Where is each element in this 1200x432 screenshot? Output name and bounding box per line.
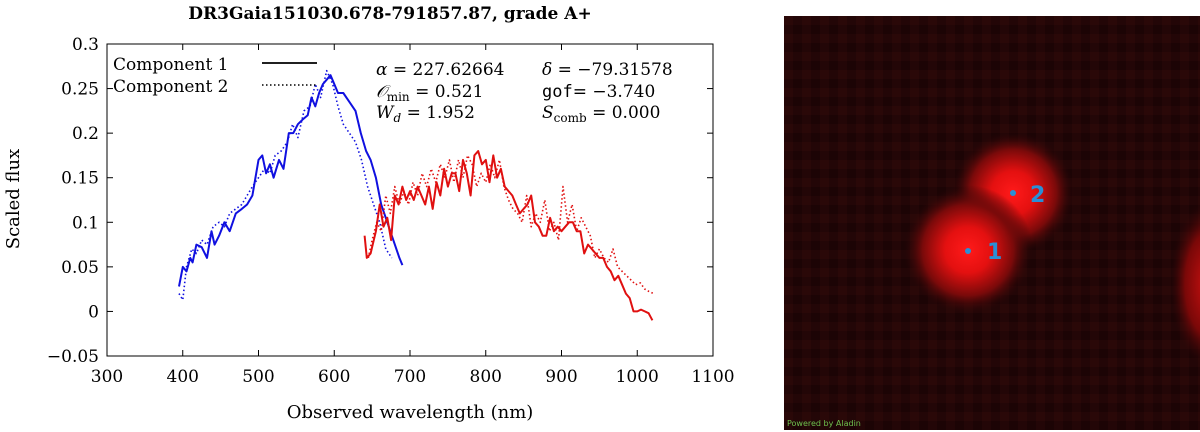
- x-tick-label: 400: [167, 367, 199, 387]
- x-tick-label: 600: [318, 367, 350, 387]
- x-axis-label: Observed wavelength (nm): [287, 402, 534, 423]
- legend-label-component-2: Component 2: [113, 77, 229, 97]
- edge-source-glow: [1169, 201, 1200, 367]
- y-axis-label: Scaled flux: [3, 149, 24, 250]
- x-tick-label: 900: [545, 367, 577, 387]
- y-tick-label: 0.3: [72, 35, 99, 55]
- annotation-omin: 𝒪min = 0.521: [376, 82, 483, 104]
- annotation-alpha: α = 227.62664: [376, 60, 504, 80]
- y-tick-label: 0.1: [72, 213, 99, 233]
- x-tick-label: 700: [394, 367, 426, 387]
- x-tick-label: 300: [91, 367, 123, 387]
- source-label-2: 2: [1030, 183, 1045, 208]
- x-tick-label: 800: [470, 367, 502, 387]
- series-red-solid-line: [363, 150, 654, 321]
- series-blue-dotted-line: [178, 69, 393, 301]
- annotation-scomb: Scomb = 0.000: [542, 103, 660, 125]
- y-tick-label: 0.15: [61, 169, 99, 189]
- y-tick-label: −0.05: [47, 347, 99, 367]
- annotation-delta: δ = −79.31578: [542, 60, 673, 80]
- info-annotations: α = 227.62664 δ = −79.31578 𝒪min = 0.521…: [376, 60, 673, 125]
- series-layer: [178, 69, 655, 321]
- sky-image-panel: 1 2 Powered by Aladin: [784, 16, 1200, 430]
- source-marker-2: [1010, 190, 1016, 196]
- sky-image: 1 2: [784, 16, 1200, 430]
- y-tick-label: 0.05: [61, 258, 99, 278]
- axis-ticks: 300 400 500 600 700 800 900 1000 1100 −0.05 0 0.05 0…: [47, 35, 735, 387]
- y-tick-label: 0.25: [61, 80, 99, 100]
- source-marker-1: [965, 248, 971, 254]
- legend-label-component-1: Component 1: [113, 55, 229, 75]
- x-tick-label: 1000: [616, 367, 659, 387]
- annotation-wd: Wd = 1.952: [376, 103, 475, 125]
- x-tick-label: 500: [242, 367, 274, 387]
- spectrum-chart: DR3Gaia151030.678-791857.87, grade A+ 30…: [3, 4, 735, 423]
- legend: Component 1 Component 2: [113, 55, 317, 97]
- y-tick-label: 0: [88, 302, 99, 322]
- aladin-credit: Powered by Aladin: [787, 419, 861, 428]
- chart-title: DR3Gaia151030.678-791857.87, grade A+: [188, 4, 591, 24]
- series-red-dotted-line: [367, 154, 655, 295]
- x-tick-label: 1100: [691, 367, 734, 387]
- y-tick-label: 0.2: [72, 124, 99, 144]
- source-label-1: 1: [987, 240, 1002, 265]
- annotation-gof: gof= −3.740: [542, 82, 655, 102]
